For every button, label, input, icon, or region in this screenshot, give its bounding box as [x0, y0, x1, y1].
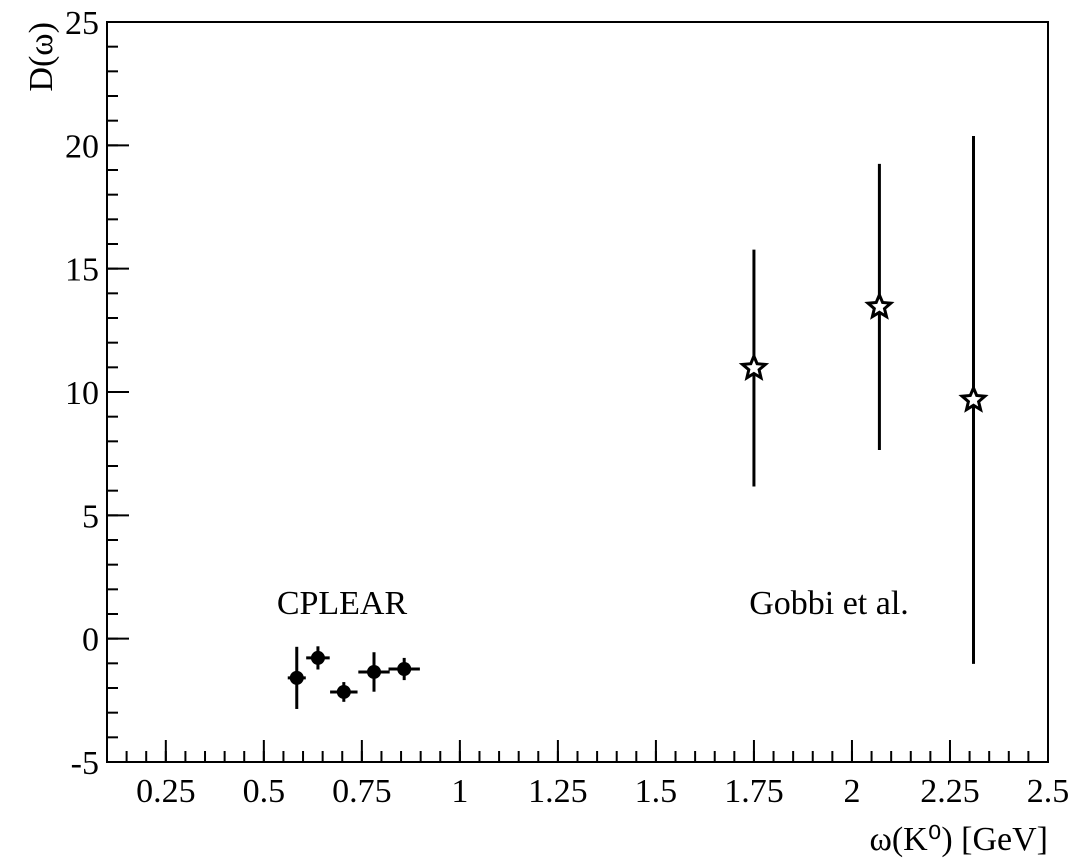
x-tick-label: 0.5: [243, 773, 286, 810]
x-tick-label: 1.5: [635, 773, 678, 810]
x-tick-label: 2.5: [1027, 773, 1070, 810]
x-tick-label: 1.75: [724, 773, 784, 810]
x-tick-label: 1: [451, 773, 468, 810]
point-marker: [367, 664, 382, 679]
point-marker: [397, 662, 412, 677]
y-tick-label: 25: [65, 5, 99, 42]
y-tick-label: -5: [71, 745, 99, 782]
x-tick-label: 2.25: [920, 773, 980, 810]
y-tick-label: 5: [82, 498, 99, 535]
plot-frame: [106, 21, 1049, 763]
y-tick-label: 20: [65, 128, 99, 165]
x-axis-label: ω(K⁰) [GeV]: [869, 821, 1048, 858]
x-tick-label: 0.25: [136, 773, 196, 810]
x-tick-label: 0.75: [332, 773, 392, 810]
point-marker: [336, 684, 351, 699]
star-marker: [958, 384, 989, 413]
y-tick-label: 15: [65, 252, 99, 289]
y-tick-label: 10: [65, 375, 99, 412]
star-marker: [738, 352, 770, 381]
point-marker: [310, 650, 325, 665]
annotation: CPLEAR: [277, 585, 408, 622]
star-marker: [864, 291, 895, 320]
point-marker: [289, 670, 304, 685]
annotation: Gobbi et al.: [749, 585, 909, 622]
x-tick-label: 1.25: [528, 773, 588, 810]
y-axis-label: D(ω): [23, 22, 60, 92]
y-tick-label: 0: [82, 622, 99, 659]
x-tick-label: 2: [843, 773, 860, 810]
